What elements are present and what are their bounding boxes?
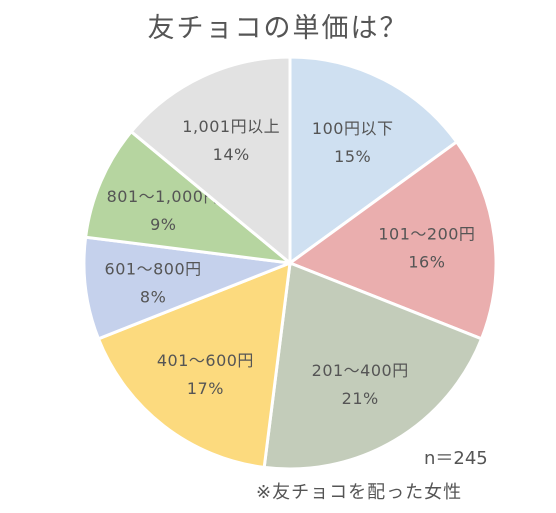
slice-percent-label: 9% [150, 215, 176, 234]
slice-percent-label: 17% [187, 379, 224, 398]
footnote: ※友チョコを配った女性 [256, 482, 463, 503]
sample-size-note: n＝245 [424, 448, 488, 469]
slice-percent-label: 8% [140, 287, 166, 306]
chart-title: 友チョコの単価は？ [147, 13, 409, 44]
slice-category-label: 201～400円 [312, 361, 409, 380]
slice-category-label: 1,001円以上 [182, 117, 280, 136]
pie-slice-7 [129, 55, 292, 267]
slice-category-label: 401～600円 [157, 351, 254, 370]
slice-percent-label: 14% [213, 145, 250, 164]
slice-category-label: 101～200円 [378, 225, 475, 244]
pie-slice-2 [286, 139, 498, 341]
slice-percent-label: 21% [342, 389, 379, 408]
slice-percent-label: 16% [408, 253, 445, 272]
slice-category-label: 100円以下 [312, 119, 394, 138]
pie-slice-5 [82, 235, 291, 341]
slice-category-label: 601～800円 [105, 259, 202, 278]
pie-slice-1 [288, 55, 459, 266]
pie-slice-3 [262, 260, 484, 471]
pie-slice-4 [96, 260, 292, 470]
pie-slice-6 [83, 129, 295, 266]
slice-percent-label: 15% [334, 147, 371, 166]
slice-category-label: 801～1,000円 [107, 187, 220, 206]
